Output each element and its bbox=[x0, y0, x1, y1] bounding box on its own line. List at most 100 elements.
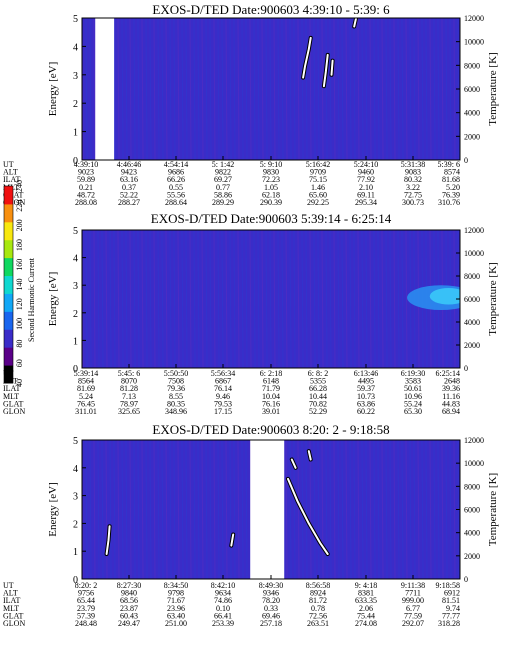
ephemeris-value: 63.40 bbox=[167, 611, 185, 620]
ephemeris-value: 59.37 bbox=[357, 384, 375, 393]
ephemeris-value: 6: 2:18 bbox=[260, 369, 282, 378]
ephemeris-value: 77.92 bbox=[357, 175, 375, 184]
streak-core bbox=[307, 450, 312, 461]
streak-core bbox=[105, 525, 111, 555]
ephemeris-value: 76.16 bbox=[262, 399, 280, 408]
ephemeris-value: 52.29 bbox=[309, 407, 327, 416]
ephemeris-value: 9686 bbox=[168, 168, 184, 177]
ephemeris-value: 63.16 bbox=[120, 175, 138, 184]
ephemeris-value: 9023 bbox=[78, 168, 94, 177]
streak-core bbox=[230, 533, 235, 547]
ephemeris-value: 9756 bbox=[78, 589, 94, 598]
ephemeris-value: 5:45: 6 bbox=[118, 369, 140, 378]
ephemeris-value: 288.64 bbox=[165, 198, 187, 207]
panel-title: EXOS-D/TED Date:900603 8:20: 2 - 9:18:58 bbox=[152, 422, 389, 437]
ephemeris-value: 0.10 bbox=[216, 604, 230, 613]
ephemeris-value: 23.87 bbox=[120, 604, 138, 613]
colorbar: 40 60 80 100 120 140 160 180 200 220 240 Second Har… bbox=[3, 180, 36, 387]
ephemeris-value: 8:34:50 bbox=[164, 581, 188, 590]
ephemeris-value: 8070 bbox=[121, 377, 137, 386]
y-tick-label: 1 bbox=[73, 547, 78, 558]
y2-tick-label: 12000 bbox=[464, 14, 484, 23]
ephemeris-label: ILAT bbox=[3, 596, 20, 605]
ephemeris-value: 8564 bbox=[78, 377, 94, 386]
ephemeris-value: 57.39 bbox=[77, 611, 95, 620]
ephemeris-label: ALT bbox=[3, 168, 18, 177]
ephemeris-label: GLAT bbox=[3, 399, 24, 408]
y-tick-label: 4 bbox=[73, 464, 78, 475]
ephemeris-value: 9634 bbox=[215, 589, 231, 598]
ephemeris-value: 5: 1:42 bbox=[212, 160, 234, 169]
ephemeris-value: 79.53 bbox=[214, 399, 232, 408]
colorbar-swatch bbox=[4, 329, 13, 348]
ephemeris-value: 10.96 bbox=[404, 392, 422, 401]
ephemeris-value: 39.36 bbox=[442, 384, 460, 393]
ephemeris-value: 257.18 bbox=[260, 619, 282, 628]
y2-tick-label: 4000 bbox=[464, 109, 480, 118]
ephemeris-value: 2.10 bbox=[359, 183, 373, 192]
ephemeris-value: 10.44 bbox=[309, 392, 327, 401]
y2-tick-label: 0 bbox=[464, 156, 468, 165]
ephemeris-value: 77.77 bbox=[442, 611, 460, 620]
ephemeris-value: 79.36 bbox=[167, 384, 185, 393]
ephemeris-value: 4:54:14 bbox=[164, 160, 188, 169]
colorbar-swatch bbox=[4, 275, 13, 294]
ephemeris-table: UTALTILATMLTGLATGLON5:39:14856481.695.24… bbox=[3, 369, 460, 416]
ephemeris-value: 8.55 bbox=[169, 392, 183, 401]
ephemeris-value: 59.89 bbox=[77, 175, 95, 184]
colorbar-tick-label: 180 bbox=[15, 239, 24, 251]
ephemeris-label: MLT bbox=[3, 392, 19, 401]
ephemeris-value: 60.22 bbox=[357, 407, 375, 416]
y2-tick-label: 8000 bbox=[464, 272, 480, 281]
spectrogram-texture bbox=[82, 18, 460, 160]
streak-core bbox=[353, 18, 358, 28]
ephemeris-value: 348.96 bbox=[165, 407, 187, 416]
ephemeris-label: ILAT bbox=[3, 175, 20, 184]
y-tick-label: 4 bbox=[73, 254, 78, 265]
colorbar-swatch bbox=[4, 203, 13, 223]
ephemeris-value: 8381 bbox=[358, 589, 374, 598]
ephemeris-value: 9:18:58 bbox=[436, 581, 460, 590]
ephemeris-value: 78.20 bbox=[262, 596, 280, 605]
ephemeris-value: 8:49:30 bbox=[259, 581, 283, 590]
data-gap bbox=[250, 440, 285, 579]
ephemeris-value: 253.39 bbox=[212, 619, 234, 628]
ephemeris-value: 17.15 bbox=[214, 407, 232, 416]
streak-core bbox=[290, 458, 297, 469]
ephemeris-value: 62.18 bbox=[262, 190, 280, 199]
y2-tick-label: 10000 bbox=[464, 249, 484, 258]
y-tick-label: 2 bbox=[73, 309, 78, 320]
ephemeris-value: 292.25 bbox=[307, 198, 329, 207]
colorbar-swatch bbox=[4, 239, 13, 259]
ephemeris-value: 318.28 bbox=[438, 619, 460, 628]
ephemeris-value: 288.08 bbox=[75, 198, 97, 207]
ephemeris-label: GLON bbox=[3, 198, 25, 207]
ephemeris-value: 5.20 bbox=[446, 183, 460, 192]
ephemeris-value: 9822 bbox=[215, 168, 231, 177]
colorbar-swatch bbox=[4, 186, 13, 205]
ephemeris-value: 70.82 bbox=[309, 399, 327, 408]
ephemeris-value: 65.44 bbox=[77, 596, 95, 605]
data-gap bbox=[95, 18, 115, 160]
ephemeris-value: 80.32 bbox=[404, 175, 422, 184]
ephemeris-value: 75.15 bbox=[309, 175, 327, 184]
ephemeris-value: 50.61 bbox=[404, 384, 422, 393]
ephemeris-label: GLAT bbox=[3, 611, 24, 620]
colorbar-tick-label: 160 bbox=[15, 259, 24, 271]
ephemeris-value: 6:13:46 bbox=[354, 369, 378, 378]
ephemeris-value: 274.08 bbox=[355, 619, 377, 628]
ephemeris-value: 2.06 bbox=[359, 604, 373, 613]
ephemeris-value: 295.34 bbox=[355, 198, 377, 207]
y2-tick-label: 0 bbox=[464, 364, 468, 373]
y-tick-label: 5 bbox=[73, 14, 78, 25]
ephemeris-value: 68.94 bbox=[442, 407, 460, 416]
ephemeris-value: 5:39:14 bbox=[74, 369, 98, 378]
ephemeris-value: 3.22 bbox=[406, 183, 420, 192]
y2-tick-label: 12000 bbox=[464, 226, 484, 235]
y-axis-label: Energy [eV] bbox=[47, 482, 59, 536]
y2-tick-label: 10000 bbox=[464, 459, 484, 468]
ephemeris-value: 9083 bbox=[405, 168, 421, 177]
ephemeris-value: 81.72 bbox=[309, 596, 327, 605]
